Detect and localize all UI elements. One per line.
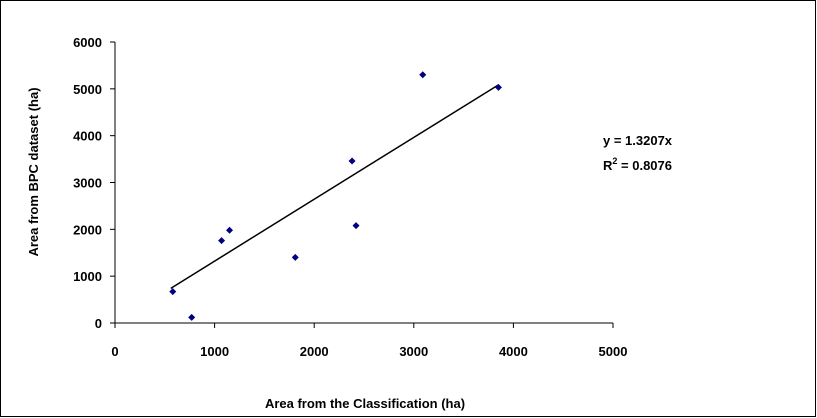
x-tick-label: 0 bbox=[111, 344, 118, 359]
y-tick-label: 2000 bbox=[73, 222, 102, 237]
axes bbox=[114, 42, 613, 324]
x-tick-label: 1000 bbox=[200, 344, 229, 359]
x-ticks: 0 1000 2000 3000 4000 5000 bbox=[111, 323, 627, 359]
data-point bbox=[352, 222, 360, 230]
x-axis-title: Area from the Classification (ha) bbox=[265, 396, 465, 411]
y-tick-label: 6000 bbox=[73, 35, 102, 50]
trendline bbox=[170, 84, 499, 289]
data-point bbox=[188, 313, 196, 321]
data-point bbox=[169, 288, 177, 296]
y-ticks: 0 1000 2000 3000 4000 5000 6000 bbox=[73, 35, 115, 331]
y-axis-title: Area from BPC dataset (ha) bbox=[26, 87, 41, 256]
r2-superscript: 2 bbox=[612, 156, 617, 166]
r2-value: = 0.8076 bbox=[617, 158, 672, 173]
r2-prefix: R bbox=[603, 158, 613, 173]
data-points bbox=[169, 71, 502, 321]
y-tick-label: 1000 bbox=[73, 269, 102, 284]
data-point bbox=[494, 83, 502, 91]
x-tick-label: 5000 bbox=[599, 344, 628, 359]
x-tick-label: 3000 bbox=[399, 344, 428, 359]
x-tick-label: 2000 bbox=[300, 344, 329, 359]
equation-annotation: y = 1.3207x bbox=[603, 133, 673, 148]
data-point bbox=[218, 237, 226, 245]
y-tick-label: 0 bbox=[95, 316, 102, 331]
r-squared-annotation: R2 = 0.8076 bbox=[603, 156, 672, 173]
data-point bbox=[226, 226, 234, 234]
y-tick-label: 5000 bbox=[73, 82, 102, 97]
y-tick-label: 3000 bbox=[73, 176, 102, 191]
data-point bbox=[348, 157, 356, 165]
data-point bbox=[419, 71, 427, 79]
x-tick-label: 4000 bbox=[499, 344, 528, 359]
y-tick-label: 4000 bbox=[73, 129, 102, 144]
data-point bbox=[291, 253, 299, 261]
